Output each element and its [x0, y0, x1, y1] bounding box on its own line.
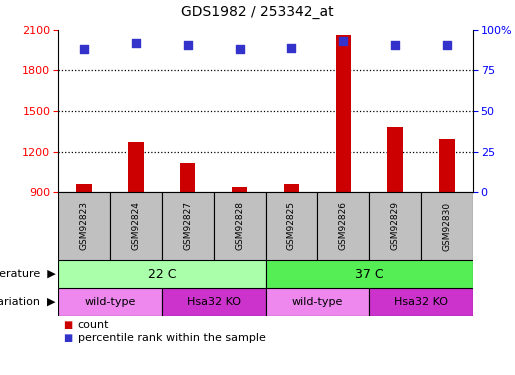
Bar: [58, 288, 162, 316]
Text: Hsa32 KO: Hsa32 KO: [186, 297, 241, 307]
Bar: [336, 35, 351, 192]
Point: [235, 46, 244, 53]
Point: [80, 46, 88, 53]
Bar: [284, 184, 299, 192]
Text: ■: ■: [63, 320, 73, 330]
Text: GSM92826: GSM92826: [339, 201, 348, 250]
Text: GSM92828: GSM92828: [235, 201, 244, 250]
Bar: [76, 184, 92, 192]
Point: [339, 38, 348, 44]
Text: GDS1982 / 253342_at: GDS1982 / 253342_at: [181, 5, 334, 19]
Bar: [162, 192, 214, 260]
Bar: [369, 192, 421, 260]
Text: wild-type: wild-type: [291, 297, 343, 307]
Point: [391, 42, 399, 48]
Text: Hsa32 KO: Hsa32 KO: [394, 297, 448, 307]
Text: GSM92824: GSM92824: [131, 202, 140, 250]
Point: [132, 40, 140, 46]
Text: 37 C: 37 C: [355, 267, 384, 280]
Bar: [110, 192, 162, 260]
Text: genotype/variation  ▶: genotype/variation ▶: [0, 297, 56, 307]
Bar: [162, 288, 266, 316]
Bar: [317, 192, 369, 260]
Bar: [58, 260, 266, 288]
Bar: [58, 192, 110, 260]
Text: GSM92827: GSM92827: [183, 201, 192, 250]
Bar: [128, 142, 144, 192]
Text: GSM92823: GSM92823: [79, 201, 89, 250]
Text: GSM92825: GSM92825: [287, 201, 296, 250]
Bar: [266, 288, 369, 316]
Text: percentile rank within the sample: percentile rank within the sample: [78, 333, 265, 343]
Point: [443, 42, 451, 48]
Bar: [214, 192, 266, 260]
Bar: [439, 139, 455, 192]
Text: ■: ■: [63, 333, 73, 343]
Text: temperature  ▶: temperature ▶: [0, 269, 56, 279]
Point: [183, 42, 192, 48]
Text: 22 C: 22 C: [147, 267, 176, 280]
Bar: [387, 127, 403, 192]
Bar: [180, 163, 196, 192]
Text: wild-type: wild-type: [84, 297, 135, 307]
Text: GSM92829: GSM92829: [391, 201, 400, 250]
Bar: [421, 192, 473, 260]
Text: GSM92830: GSM92830: [442, 201, 452, 250]
Text: count: count: [78, 320, 109, 330]
Bar: [266, 192, 317, 260]
Bar: [266, 260, 473, 288]
Point: [287, 45, 296, 51]
Bar: [369, 288, 473, 316]
Bar: [232, 187, 247, 192]
